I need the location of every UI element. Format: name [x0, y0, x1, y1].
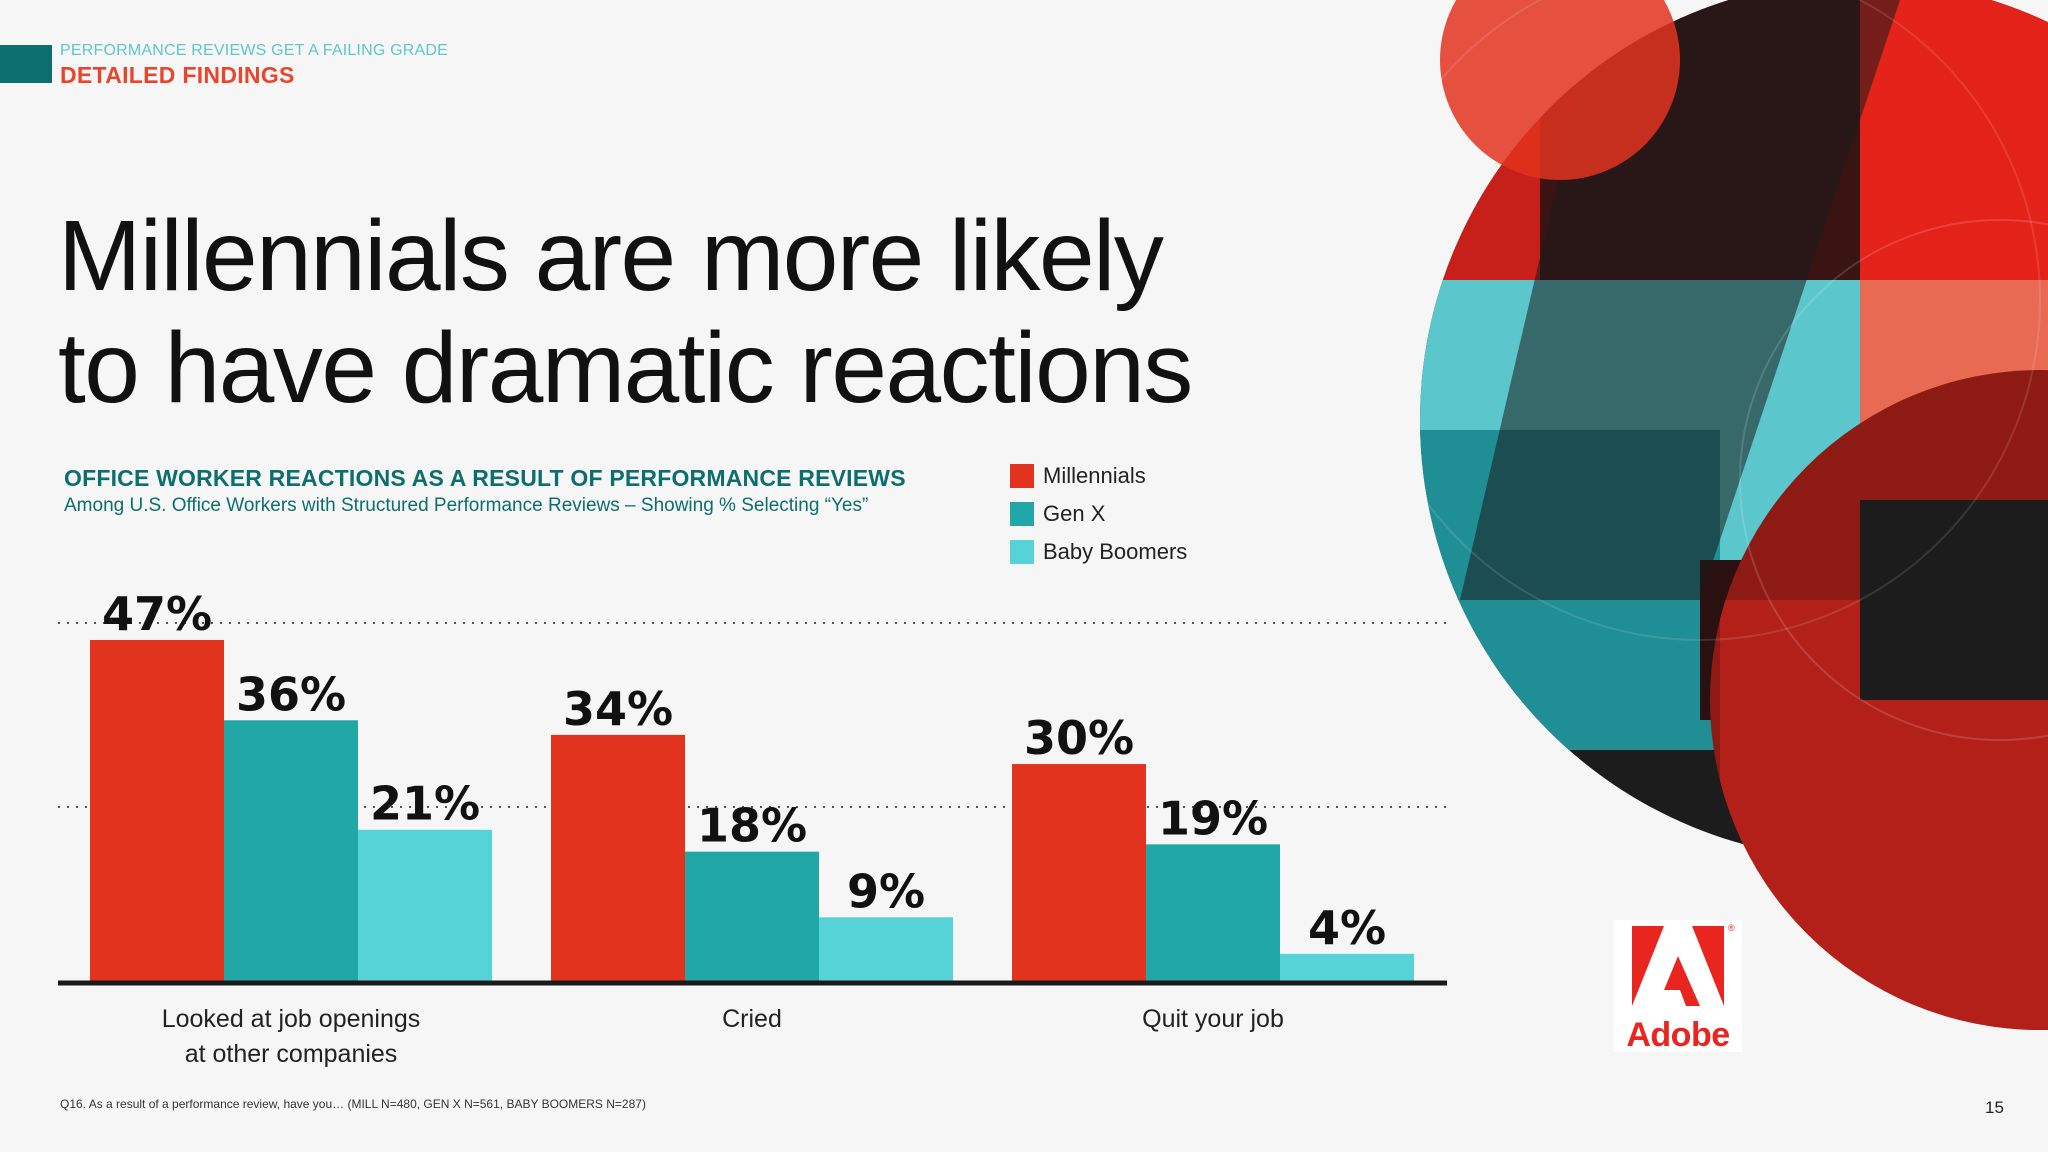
- bar-millennials-1: [90, 640, 224, 983]
- legend-label-millennials: Millennials: [1043, 463, 1146, 488]
- value-label-baby-boomers-1: 21%: [370, 777, 480, 831]
- adobe-logo-icon: [1632, 926, 1724, 1006]
- legend-swatch-gen-x: [1010, 502, 1034, 526]
- value-label-gen-x-3: 19%: [1158, 791, 1268, 845]
- category-label-1-line-1: Looked at job openings: [162, 1005, 421, 1033]
- legend-label-gen-x: Gen X: [1043, 501, 1106, 526]
- chart-legend: Millennials Gen X Baby Boomers: [1010, 463, 1187, 577]
- value-label-millennials-3: 30%: [1024, 711, 1134, 765]
- bar-gen-x-2: [685, 851, 819, 983]
- title-line-1: Millennials are more likely: [58, 200, 1164, 312]
- bar-baby-boomers-1: [358, 829, 492, 983]
- adobe-logo: ® Adobe: [1614, 920, 1742, 1054]
- section-tab-marker: [0, 45, 52, 83]
- category-label-1-line-2: at other companies: [185, 1040, 398, 1068]
- legend-item-baby-boomers: Baby Boomers: [1010, 539, 1187, 565]
- legend-item-gen-x: Gen X: [1010, 501, 1187, 527]
- legend-item-millennials: Millennials: [1010, 463, 1187, 489]
- legend-swatch-baby-boomers: [1010, 540, 1034, 564]
- chart-title: OFFICE WORKER REACTIONS AS A RESULT OF P…: [64, 465, 906, 491]
- bar-baby-boomers-3: [1280, 953, 1414, 983]
- category-label-2-line-1: Cried: [722, 1005, 782, 1033]
- category-label-3-line-1: Quit your job: [1142, 1005, 1284, 1033]
- value-label-baby-boomers-3: 4%: [1308, 901, 1386, 955]
- eyebrow-label: PERFORMANCE REVIEWS GET A FAILING GRADE: [60, 42, 449, 59]
- footnote: Q16. As a result of a performance review…: [60, 1097, 646, 1111]
- page-title: Millennials are more likely to have dram…: [58, 200, 1258, 424]
- value-label-millennials-2: 34%: [563, 682, 673, 736]
- bar-millennials-2: [551, 734, 685, 983]
- value-label-gen-x-2: 18%: [697, 799, 807, 853]
- page-number: 15: [1985, 1098, 2004, 1117]
- value-label-millennials-1: 47%: [102, 587, 212, 641]
- logo-wordmark: Adobe: [1626, 1016, 1730, 1054]
- section-label: DETAILED FINDINGS: [60, 62, 295, 88]
- bar-gen-x-1: [224, 720, 358, 983]
- legend-swatch-millennials: [1010, 464, 1034, 488]
- bar-baby-boomers-2: [819, 917, 953, 983]
- bar-millennials-3: [1012, 764, 1146, 983]
- bar-gen-x-3: [1146, 844, 1280, 983]
- legend-label-baby-boomers: Baby Boomers: [1043, 539, 1188, 564]
- title-line-2: to have dramatic reactions: [58, 312, 1193, 424]
- logo-registered-mark: ®: [1728, 923, 1735, 933]
- value-label-baby-boomers-2: 9%: [847, 864, 925, 918]
- value-label-gen-x-1: 36%: [236, 667, 346, 721]
- chart-subtitle: Among U.S. Office Workers with Structure…: [64, 495, 869, 516]
